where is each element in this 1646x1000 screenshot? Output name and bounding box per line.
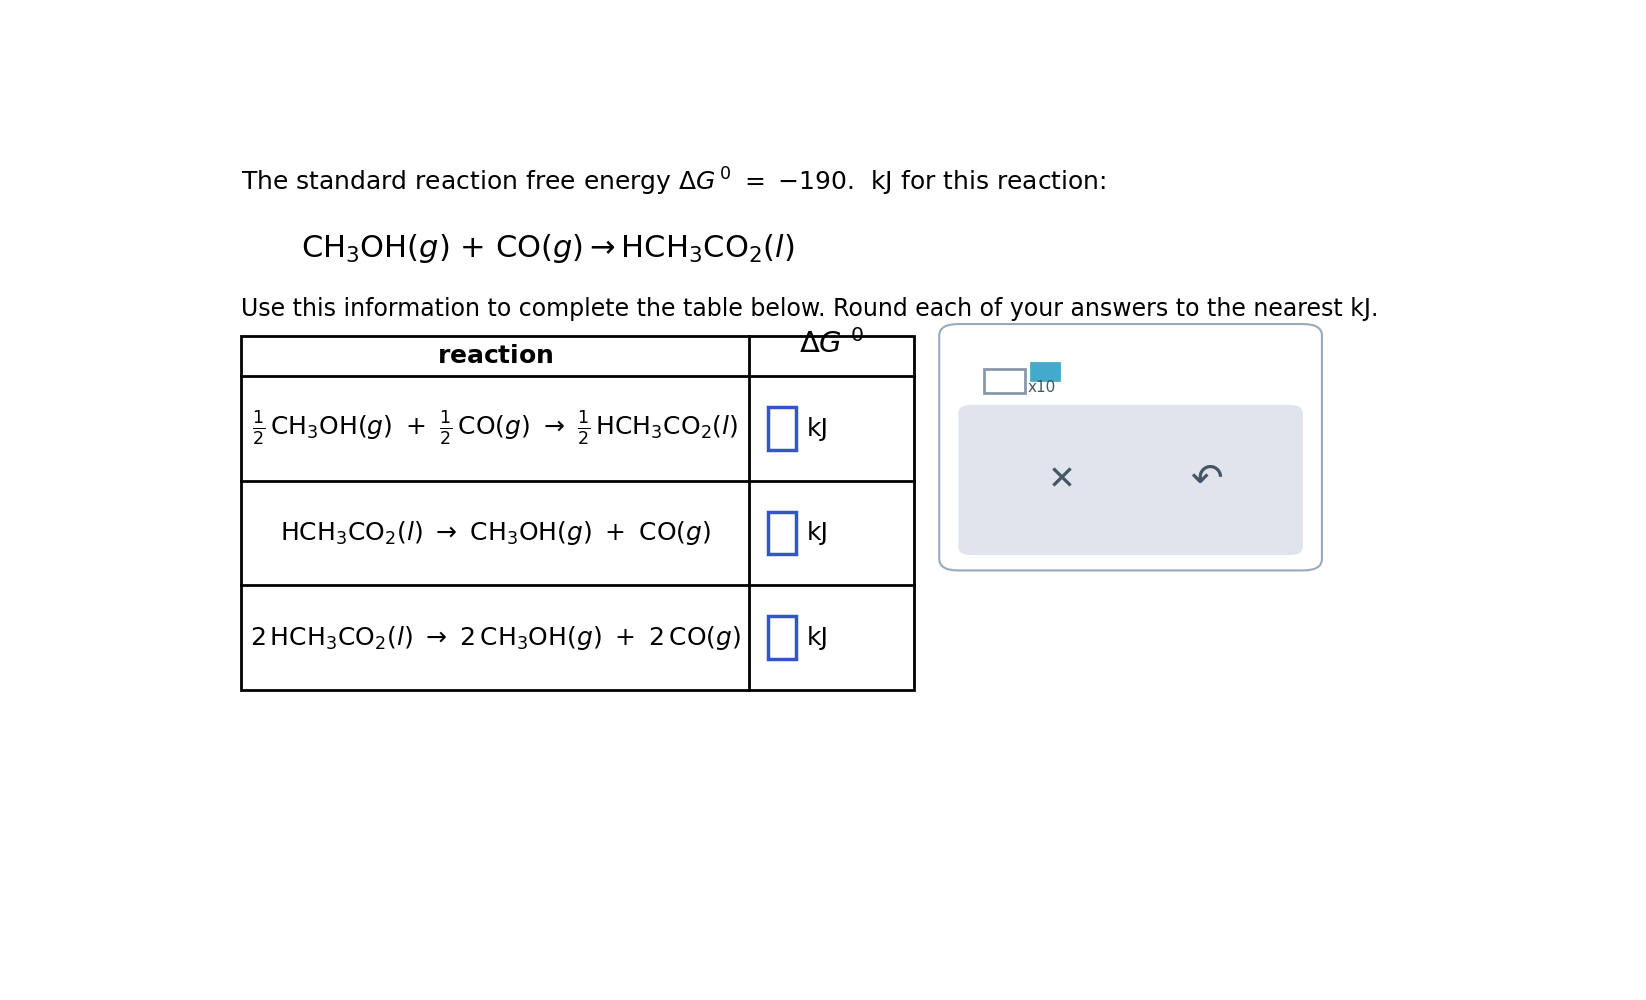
Text: The standard reaction free energy $\Delta G^{\,0}$ $=$ $-$190.  kJ for this reac: The standard reaction free energy $\Delt… [242,166,1106,198]
FancyBboxPatch shape [940,324,1322,570]
Bar [984,369,1025,393]
Text: $\Delta G^{\ 0}$: $\Delta G^{\ 0}$ [798,329,864,359]
Text: kJ: kJ [807,626,828,650]
Bar [769,512,797,554]
Bar [769,407,797,450]
Text: $\mathregular{CH_3OH}$($g$) + $\mathregular{CO}$($g$)$\rightarrow$$\mathregular{: $\mathregular{CH_3OH}$($g$) + $\mathregu… [301,232,795,265]
Bar [769,616,797,659]
Text: $\mathrm{HCH_3CO_2}(l)\ \rightarrow\ \mathrm{CH_3OH}(g)\ +\ \mathrm{CO}(g)$: $\mathrm{HCH_3CO_2}(l)\ \rightarrow\ \ma… [280,519,711,547]
Text: $2\,\mathrm{HCH_3CO_2}(l)\ \rightarrow\ 2\,\mathrm{CH_3OH}(g)\ +\ 2\,\mathrm{CO}: $2\,\mathrm{HCH_3CO_2}(l)\ \rightarrow\ … [250,624,741,652]
Text: $\frac{1}{2}\,\mathrm{CH_3OH}(g)\ +\ \frac{1}{2}\,\mathrm{CO}(g)\ \rightarrow\ \: $\frac{1}{2}\,\mathrm{CH_3OH}(g)\ +\ \fr… [252,410,739,447]
Bar [1030,363,1058,380]
Text: kJ: kJ [807,521,828,545]
Text: ✕: ✕ [1049,463,1076,496]
Text: kJ: kJ [807,417,828,441]
Bar [242,336,914,690]
Text: x10: x10 [1027,380,1055,395]
Text: Use this information to complete the table below. Round each of your answers to : Use this information to complete the tab… [242,297,1379,321]
Text: ↶: ↶ [1190,461,1223,499]
FancyBboxPatch shape [958,405,1302,555]
Text: $\mathbf{reaction}$: $\mathbf{reaction}$ [436,344,553,368]
